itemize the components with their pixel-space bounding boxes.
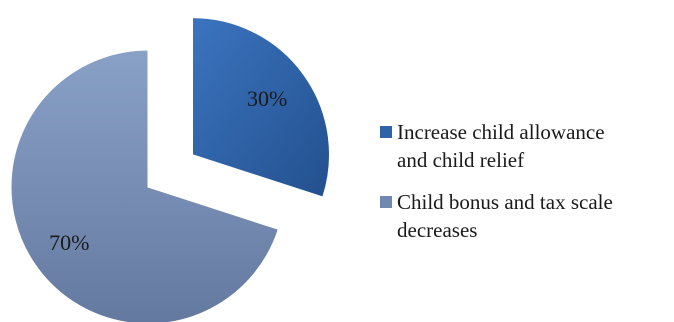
legend-label-line: decreases — [397, 218, 478, 242]
legend-label-line: Increase child allowance — [397, 120, 605, 144]
pie-slice-child-bonus — [10, 49, 279, 322]
chart-legend: Increase child allowance and child relie… — [380, 118, 674, 258]
legend-swatch-child-bonus — [380, 196, 392, 208]
data-label-child-bonus: 70% — [49, 230, 89, 255]
legend-item-child-allowance: Increase child allowance and child relie… — [380, 118, 674, 174]
legend-item-child-bonus: Child bonus and tax scale decreases — [380, 188, 674, 244]
legend-label-line: and child relief — [397, 148, 525, 172]
pie-slice-child-allowance — [191, 17, 330, 198]
legend-swatch-child-allowance — [380, 126, 392, 138]
legend-label-line: Child bonus and tax scale — [397, 190, 613, 214]
data-label-child-allowance: 30% — [247, 86, 287, 111]
